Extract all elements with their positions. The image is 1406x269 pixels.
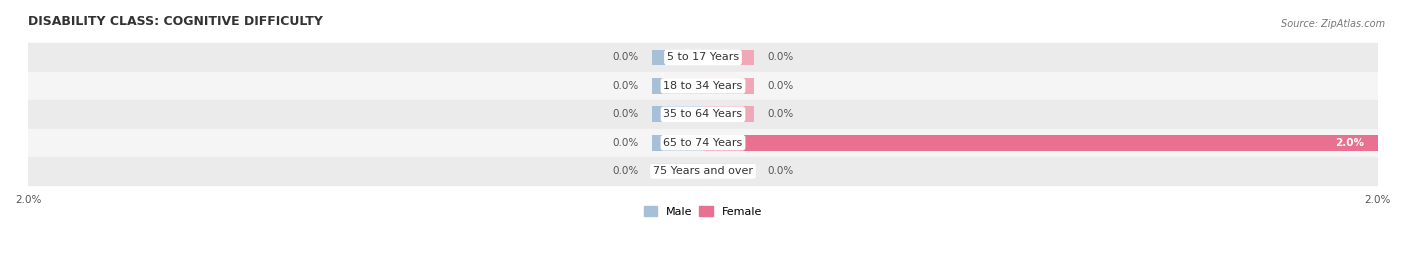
Text: 0.0%: 0.0% — [613, 166, 638, 176]
Legend: Male, Female: Male, Female — [640, 202, 766, 221]
Bar — [652, 135, 703, 151]
Bar — [652, 78, 703, 94]
Text: 35 to 64 Years: 35 to 64 Years — [664, 109, 742, 119]
Bar — [652, 107, 703, 122]
Bar — [28, 72, 1378, 100]
Text: 65 to 74 Years: 65 to 74 Years — [664, 138, 742, 148]
Text: 0.0%: 0.0% — [768, 52, 793, 62]
Bar — [703, 135, 1378, 151]
Text: 0.0%: 0.0% — [768, 81, 793, 91]
Text: 0.0%: 0.0% — [613, 81, 638, 91]
Text: 18 to 34 Years: 18 to 34 Years — [664, 81, 742, 91]
Text: 0.0%: 0.0% — [768, 166, 793, 176]
Text: 0.0%: 0.0% — [613, 52, 638, 62]
Bar — [703, 78, 754, 94]
Text: 0.0%: 0.0% — [613, 138, 638, 148]
Text: 0.0%: 0.0% — [613, 109, 638, 119]
Text: Source: ZipAtlas.com: Source: ZipAtlas.com — [1281, 19, 1385, 29]
Text: 0.0%: 0.0% — [768, 109, 793, 119]
Bar — [28, 129, 1378, 157]
Bar — [703, 163, 754, 179]
Bar — [652, 163, 703, 179]
Bar — [28, 100, 1378, 129]
Bar — [652, 49, 703, 65]
Bar — [28, 157, 1378, 185]
Bar — [28, 43, 1378, 72]
Text: 5 to 17 Years: 5 to 17 Years — [666, 52, 740, 62]
Text: DISABILITY CLASS: COGNITIVE DIFFICULTY: DISABILITY CLASS: COGNITIVE DIFFICULTY — [28, 15, 323, 28]
Text: 2.0%: 2.0% — [1336, 138, 1364, 148]
Bar — [703, 107, 754, 122]
Text: 75 Years and over: 75 Years and over — [652, 166, 754, 176]
Bar — [703, 49, 754, 65]
